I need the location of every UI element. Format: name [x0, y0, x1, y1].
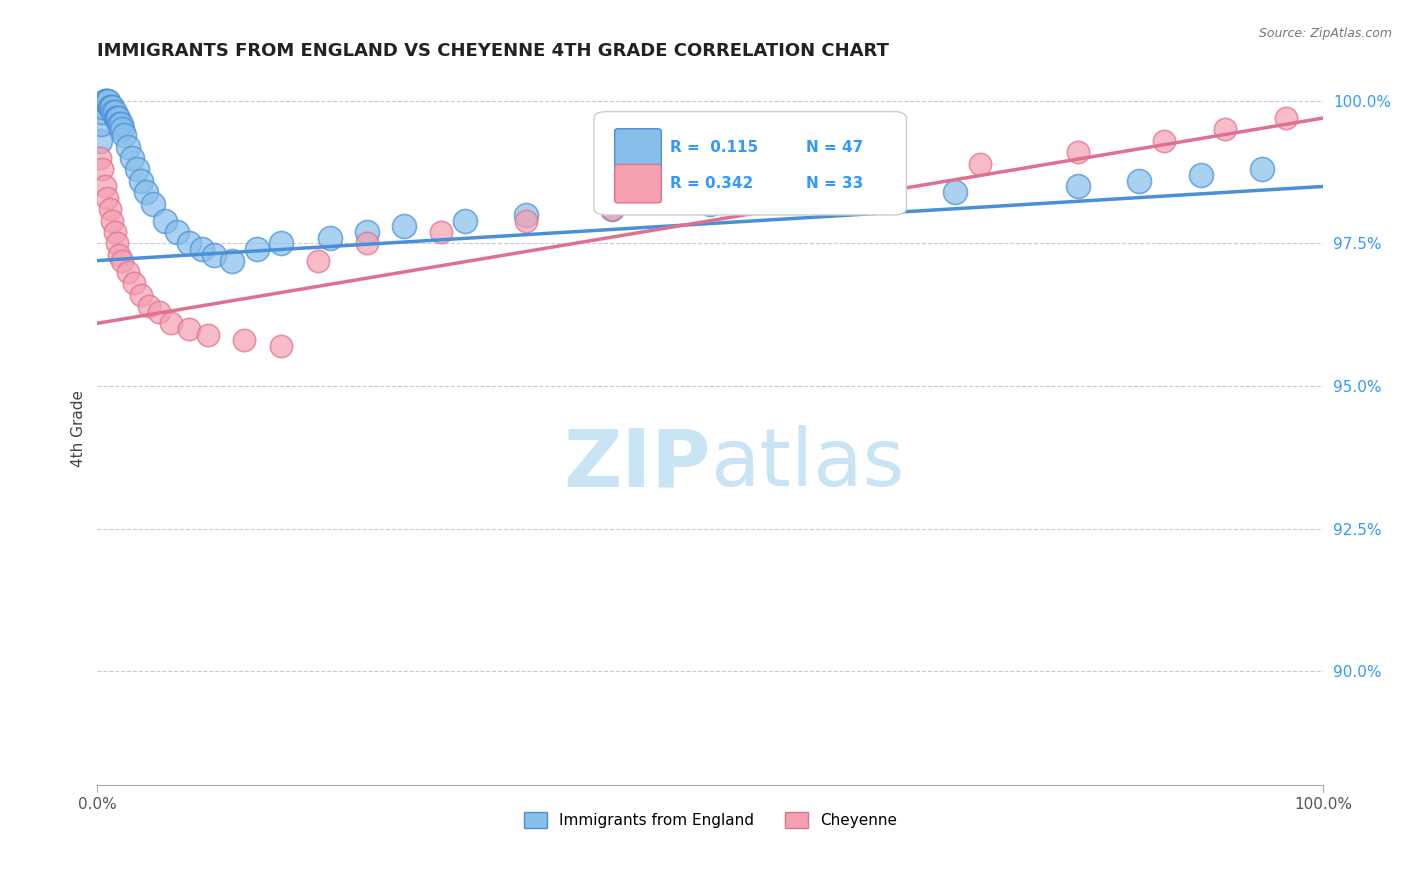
Point — [93, 94, 115, 108]
Point — [1128, 174, 1150, 188]
Point — [135, 185, 157, 199]
Point — [699, 191, 721, 205]
Point — [1067, 145, 1090, 160]
Point — [97, 94, 120, 108]
Text: R =  0.115: R = 0.115 — [669, 140, 758, 155]
Point — [107, 111, 129, 125]
Point — [104, 111, 127, 125]
Point — [454, 213, 477, 227]
Text: IMMIGRANTS FROM ENGLAND VS CHEYENNE 4TH GRADE CORRELATION CHART: IMMIGRANTS FROM ENGLAND VS CHEYENNE 4TH … — [97, 42, 889, 60]
Point — [131, 287, 153, 301]
Point — [166, 225, 188, 239]
Point — [1213, 122, 1236, 136]
Point — [101, 100, 124, 114]
Point — [429, 225, 451, 239]
Point — [221, 253, 243, 268]
Point — [392, 219, 415, 234]
Point — [117, 265, 139, 279]
Point — [93, 100, 115, 114]
Point — [270, 236, 292, 251]
Point — [100, 100, 122, 114]
Point — [160, 316, 183, 330]
Point — [141, 196, 163, 211]
Point — [90, 117, 112, 131]
Point — [111, 122, 134, 136]
Point — [821, 191, 844, 205]
Text: Source: ZipAtlas.com: Source: ZipAtlas.com — [1258, 27, 1392, 40]
Text: N = 47: N = 47 — [806, 140, 863, 155]
Point — [101, 213, 124, 227]
Text: atlas: atlas — [710, 425, 904, 503]
Point — [515, 213, 537, 227]
Point — [91, 162, 114, 177]
Point — [153, 213, 176, 227]
Point — [131, 174, 153, 188]
Point — [93, 179, 115, 194]
Point — [233, 334, 256, 348]
Point — [246, 242, 269, 256]
Point — [94, 94, 117, 108]
Point — [125, 162, 148, 177]
Text: N = 33: N = 33 — [806, 176, 863, 191]
Point — [190, 242, 212, 256]
Point — [108, 248, 131, 262]
Point — [103, 225, 125, 239]
Point — [98, 202, 121, 217]
FancyBboxPatch shape — [593, 112, 907, 215]
Point — [103, 105, 125, 120]
Text: ZIP: ZIP — [562, 425, 710, 503]
Point — [108, 117, 131, 131]
Point — [1275, 111, 1298, 125]
Point — [797, 179, 820, 194]
Point — [515, 208, 537, 222]
Point — [307, 253, 329, 268]
Text: R = 0.342: R = 0.342 — [669, 176, 754, 191]
Point — [356, 236, 378, 251]
Point — [96, 191, 118, 205]
Point — [197, 327, 219, 342]
Point — [91, 105, 114, 120]
Point — [148, 305, 170, 319]
Point — [600, 202, 623, 217]
Point — [138, 299, 160, 313]
FancyBboxPatch shape — [614, 164, 661, 202]
Point — [319, 231, 342, 245]
Point — [117, 139, 139, 153]
Point — [1153, 134, 1175, 148]
Legend: Immigrants from England, Cheyenne: Immigrants from England, Cheyenne — [517, 806, 903, 835]
Point — [111, 253, 134, 268]
FancyBboxPatch shape — [614, 128, 661, 167]
Point — [883, 168, 905, 182]
Point — [945, 185, 967, 199]
Point — [179, 322, 201, 336]
Point — [202, 248, 225, 262]
Point — [105, 236, 128, 251]
Y-axis label: 4th Grade: 4th Grade — [72, 391, 86, 467]
Point — [103, 105, 125, 120]
Point — [1189, 168, 1212, 182]
Point — [270, 339, 292, 353]
Point — [1251, 162, 1274, 177]
Point — [1067, 179, 1090, 194]
Point — [356, 225, 378, 239]
Point — [89, 134, 111, 148]
Point — [110, 117, 132, 131]
Point — [105, 111, 128, 125]
Point — [600, 202, 623, 217]
Point — [699, 196, 721, 211]
Point — [112, 128, 135, 143]
Point — [969, 156, 991, 170]
Point — [96, 94, 118, 108]
Point — [179, 236, 201, 251]
Point — [89, 151, 111, 165]
Point — [121, 151, 143, 165]
Point — [98, 100, 121, 114]
Point — [122, 277, 145, 291]
